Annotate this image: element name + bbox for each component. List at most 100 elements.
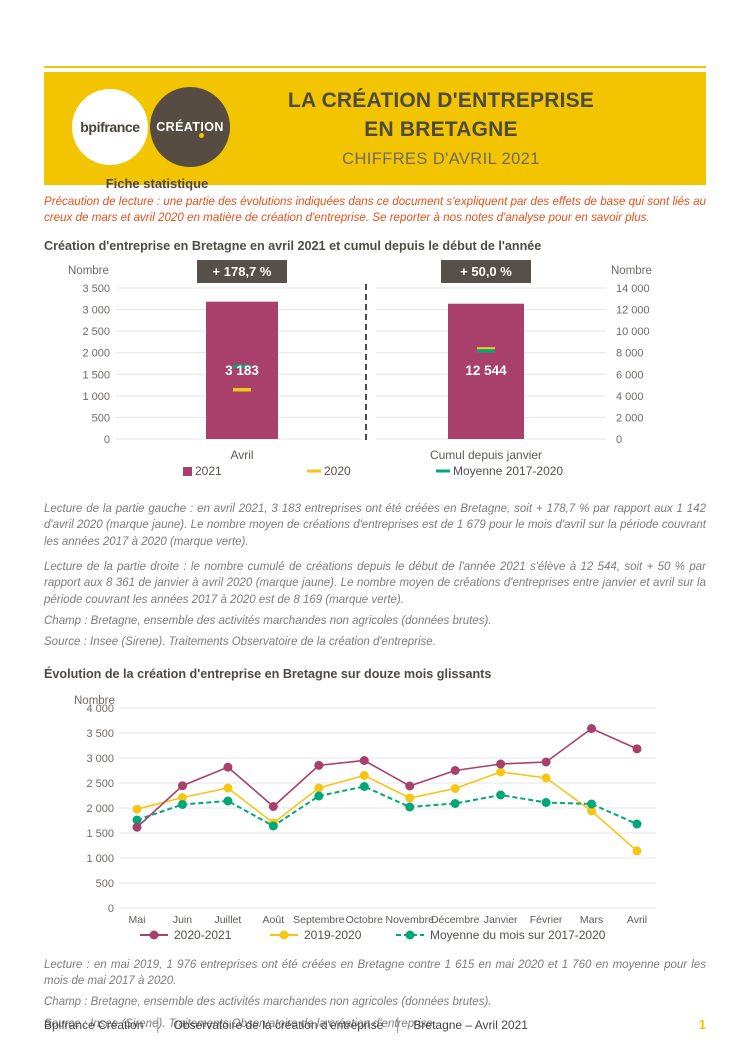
data-point (268, 821, 278, 831)
title-zone: LA CRÉATION D'ENTREPRISE EN BRETAGNE CHI… (282, 72, 600, 185)
legend-label-moyenne: Moyenne 2017-2020 (453, 464, 563, 478)
data-point (405, 802, 415, 812)
logo-circles: bpifrance CRÉATION (72, 87, 282, 167)
data-point (223, 762, 233, 772)
data-point (132, 815, 142, 825)
bar-value-label: 12 544 (465, 363, 507, 378)
y-tick: 0 (108, 903, 114, 915)
x-tick: Mai (129, 914, 146, 926)
y-tick: 3 500 (86, 728, 114, 740)
masthead: bpifrance CRÉATION Fiche statistique LA … (44, 72, 706, 191)
y-axis-title-left: Nombre (68, 265, 109, 277)
series-yellow (132, 767, 642, 855)
y-tick: 3 000 (86, 753, 114, 765)
footer-separator: │ (154, 1017, 163, 1032)
y-tick-left: 2 000 (82, 348, 110, 360)
data-point (314, 791, 324, 801)
creation-logo-text: CRÉATION (156, 120, 224, 134)
y-tick-left: 0 (104, 434, 110, 446)
data-point (359, 755, 369, 765)
bar-2021 (448, 303, 524, 439)
data-point (223, 796, 233, 806)
page-subtitle: CHIFFRES D'AVRIL 2021 (342, 149, 540, 168)
bpifrance-logo: bpifrance (72, 89, 148, 165)
gridlines (119, 707, 656, 909)
data-point (587, 723, 597, 733)
x-tick: Mars (580, 914, 603, 926)
data-point (541, 757, 551, 767)
data-point (177, 780, 187, 790)
logo-zone: bpifrance CRÉATION Fiche statistique (44, 72, 282, 191)
legend-label-green: Moyenne du mois sur 2017-2020 (430, 928, 606, 942)
champ-text-2: Champ : Bretagne, ensemble des activités… (44, 996, 492, 1009)
data-point (450, 765, 460, 775)
source-text-2: Source : Insee (Sirene). Traitements Obs… (44, 1017, 436, 1030)
data-point (541, 773, 551, 783)
data-point (632, 845, 642, 855)
bar-category-label: Cumul depuis janvier (430, 448, 542, 462)
y-tick-right: 4 000 (616, 391, 644, 403)
evolution-badge-text: + 50,0 % (460, 264, 512, 279)
data-point (632, 819, 642, 829)
data-point (268, 801, 278, 811)
data-point (132, 804, 142, 814)
legend-label-magenta: 2020-2021 (174, 928, 232, 942)
page-title-line2: EN BRETAGNE (364, 117, 518, 141)
y-tick-right: 8 000 (616, 348, 644, 360)
x-tick: Novembre (386, 914, 435, 926)
y-tick-right: 0 (616, 434, 622, 446)
evolution-badge-text: + 178,7 % (213, 264, 272, 279)
y-tick: 2 000 (86, 803, 114, 815)
x-tick: Septembre (293, 914, 345, 926)
bar-charts-svg: 0 500 1 000 1 500 2 000 2 500 3 000 3 500 0 2 000… (68, 259, 652, 478)
data-point (177, 799, 187, 809)
data-point (359, 781, 369, 791)
footer-separator: │ (394, 1017, 403, 1032)
legend-dot-magenta (149, 930, 159, 940)
champ-text-1: Champ : Bretagne, ensemble des activités… (44, 614, 492, 627)
source-text-1: Source : Insee (Sirene). Traitements Obs… (44, 636, 436, 649)
y-tick-left: 3 000 (82, 304, 110, 316)
bpifrance-logo-text: bpifrance (80, 119, 140, 135)
footer-brand: Bpifrance Création (44, 1017, 144, 1032)
page-title: LA CRÉATION D'ENTREPRISE EN BRETAGNE (282, 87, 600, 145)
data-point (496, 790, 506, 800)
y-tick: 2 500 (86, 778, 114, 790)
lecture-line-text: Lecture : en mai 2019, 1 976 entreprises… (44, 958, 706, 987)
legend-label-yellow: 2019-2020 (304, 928, 362, 942)
series-magenta (132, 723, 642, 832)
lecture-right-text: Lecture de la partie droite : le nombre … (44, 560, 706, 606)
data-point (632, 743, 642, 753)
legend: 2021 2020 Moyenne 2017-2020 (183, 464, 563, 478)
data-point (132, 822, 142, 832)
line-chart-block: 0 500 1 000 1 500 2 000 2 500 3 000 3 500 4 000 N… (44, 690, 706, 948)
top-yellow-rule (44, 66, 706, 68)
y-tick: 500 (96, 878, 114, 890)
data-point (541, 797, 551, 807)
creation-logo: CRÉATION (150, 87, 230, 167)
y-tick-left: 2 500 (82, 326, 110, 338)
y-tick-right: 12 000 (616, 304, 650, 316)
evolution-badge (197, 259, 287, 283)
data-point (587, 806, 597, 816)
precaution-text: Précaution de lecture : une partie des é… (44, 195, 706, 225)
x-tick: Janvier (484, 914, 518, 926)
x-tick: Décembre (431, 914, 480, 926)
data-point (496, 767, 506, 777)
bar-category-label: Avril (230, 448, 253, 462)
x-tick: Février (530, 914, 563, 926)
legend-label-2021: 2021 (195, 464, 222, 478)
x-tick: Juin (173, 914, 192, 926)
y-tick-right: 14 000 (616, 283, 650, 295)
data-point (450, 798, 460, 808)
bar-value-label: 3 183 (225, 363, 259, 378)
x-tick: Octobre (346, 914, 384, 926)
y-tick: 1 500 (86, 828, 114, 840)
lecture-left-text: Lecture de la partie gauche : en avril 2… (44, 502, 706, 548)
y-tick-left: 500 (92, 412, 110, 424)
x-tick: Août (263, 914, 285, 926)
data-point (450, 783, 460, 793)
data-point (587, 799, 597, 809)
